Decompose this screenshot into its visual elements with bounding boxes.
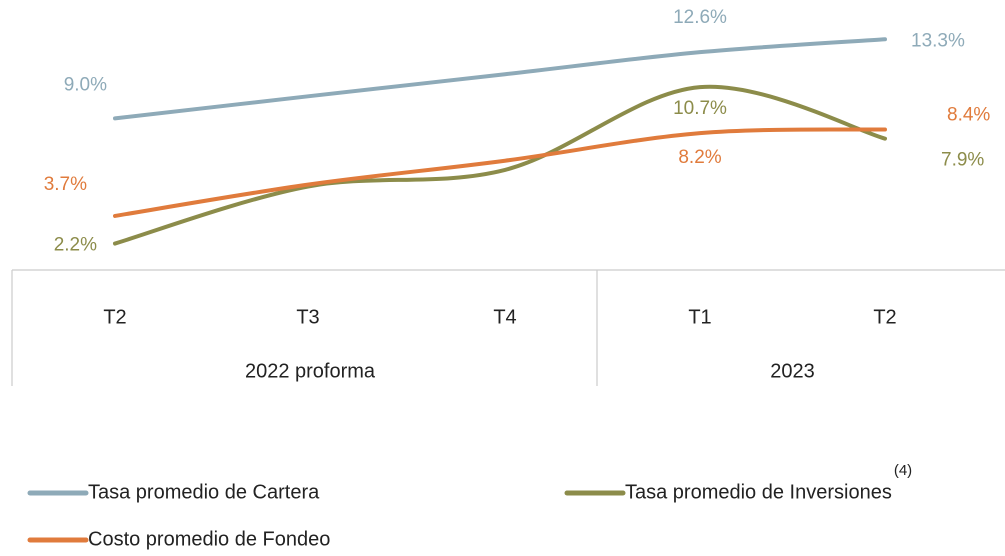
group-label: 2023 bbox=[770, 360, 815, 382]
data-label: 9.0% bbox=[64, 74, 107, 95]
legend-label: Costo promedio de Fondeo bbox=[88, 528, 330, 550]
data-label: 12.6% bbox=[673, 7, 727, 28]
line bbox=[113, 37, 887, 121]
line bbox=[113, 127, 887, 218]
data-label: 7.9% bbox=[941, 150, 984, 171]
group-label: 2022 proforma bbox=[245, 360, 376, 382]
data-label: 10.7% bbox=[673, 98, 727, 119]
legend-superscript: (4) bbox=[894, 462, 912, 479]
legend-label: Tasa promedio de Cartera bbox=[88, 481, 320, 503]
line bbox=[113, 84, 887, 246]
data-label: 13.3% bbox=[911, 30, 965, 51]
data-label: 2.2% bbox=[54, 235, 97, 256]
data-label: 3.7% bbox=[44, 174, 87, 195]
x-tick-label: T2 bbox=[873, 306, 896, 328]
x-tick-label: T1 bbox=[688, 306, 711, 328]
legend-label: Tasa promedio de Inversiones bbox=[625, 481, 892, 503]
data-label: 8.2% bbox=[678, 147, 721, 168]
x-tick-label: T3 bbox=[296, 306, 319, 328]
x-tick-label: T2 bbox=[103, 306, 126, 328]
x-tick-label: T4 bbox=[493, 306, 516, 328]
data-label: 8.4% bbox=[947, 104, 990, 125]
